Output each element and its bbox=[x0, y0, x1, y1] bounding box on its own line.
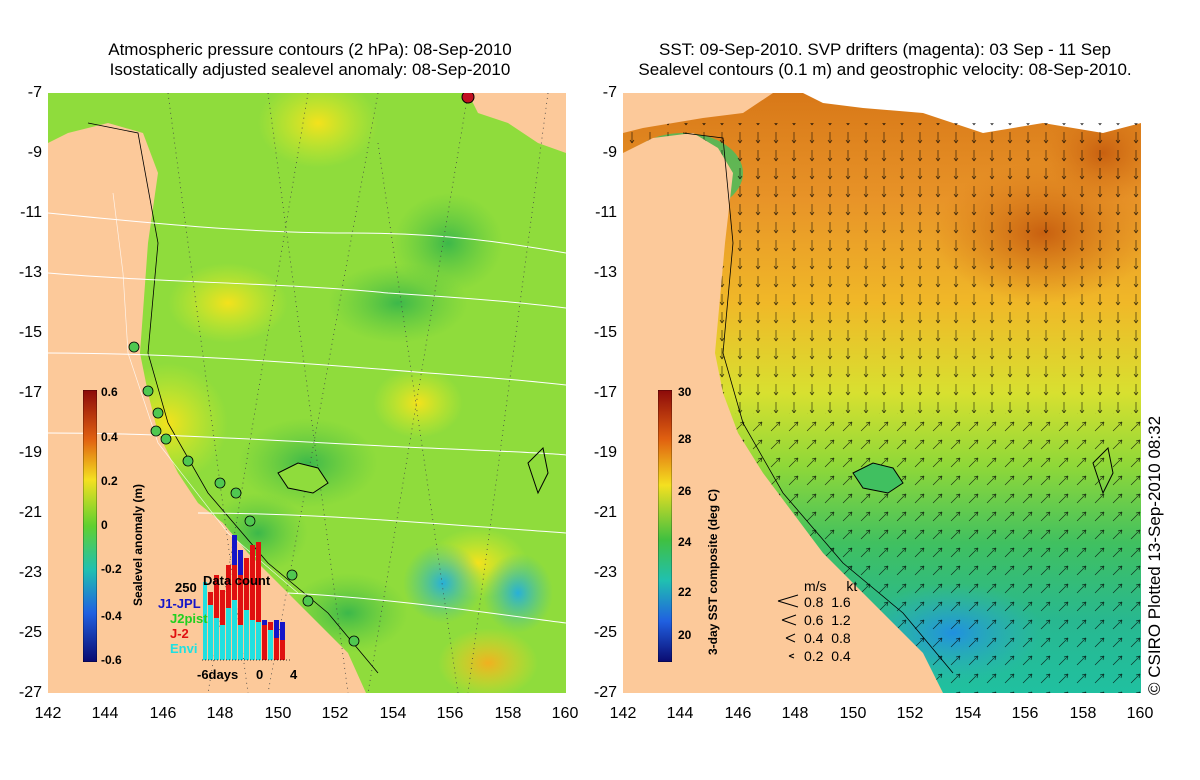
lat-label-left: -21 bbox=[18, 504, 42, 521]
left-map-title: Atmospheric pressure contours (2 hPa): 0… bbox=[50, 40, 570, 80]
sealevel-tick-0: 0.6 bbox=[101, 385, 118, 399]
sst-map bbox=[623, 93, 1141, 693]
sst-map-graphic bbox=[623, 93, 1141, 693]
lon-label-right: 160 bbox=[1126, 705, 1154, 722]
right-title-line1: SST: 09-Sep-2010. SVP drifters (magenta)… bbox=[658, 40, 1111, 59]
lon-label-left: 152 bbox=[321, 705, 349, 722]
lon-label-right: 142 bbox=[609, 705, 637, 722]
lon-label-right: 148 bbox=[781, 705, 809, 722]
lat-label-right: -9 bbox=[602, 144, 617, 161]
lat-label-right: -25 bbox=[593, 624, 617, 641]
sealevel-tick-6: -0.6 bbox=[101, 653, 122, 667]
left-title-line2: Isostatically adjusted sealevel anomaly:… bbox=[109, 60, 511, 79]
lat-label-left: -7 bbox=[27, 84, 42, 101]
sealevel-anomaly-map bbox=[48, 93, 566, 693]
lon-label-left: 158 bbox=[494, 705, 522, 722]
lon-label-right: 146 bbox=[724, 705, 752, 722]
lat-label-left: -11 bbox=[20, 204, 42, 221]
legend-j1-jpl: J1-JPL bbox=[158, 596, 201, 611]
velocity-unit-kt: kt bbox=[846, 578, 858, 594]
lat-label-right: -19 bbox=[593, 444, 617, 461]
velocity-ms-4: 0.2 bbox=[804, 648, 824, 664]
lat-label-left: -23 bbox=[18, 564, 42, 581]
histogram-tick-start: -6days bbox=[197, 667, 239, 682]
histogram-tick-end: 4 bbox=[290, 667, 298, 682]
sealevel-colorbar-label: Sealevel anomaly (m) bbox=[131, 483, 145, 606]
sst-tick-30: 30 bbox=[678, 385, 692, 399]
sealevel-tick-5: -0.4 bbox=[101, 609, 122, 623]
lon-label-left: 154 bbox=[379, 705, 407, 722]
right-title-line2: Sealevel contours (0.1 m) and geostrophi… bbox=[638, 60, 1132, 79]
data-count-value: 250 bbox=[175, 580, 197, 595]
right-map-title: SST: 09-Sep-2010. SVP drifters (magenta)… bbox=[590, 40, 1180, 80]
velocity-row-4: 0.2 0.4 bbox=[804, 648, 851, 664]
lon-label-right: 150 bbox=[839, 705, 867, 722]
lon-label-left: 160 bbox=[551, 705, 579, 722]
credit-text: © CSIRO Plotted 13-Sep-2010 08:32 bbox=[1145, 415, 1164, 695]
lon-label-left: 142 bbox=[34, 705, 62, 722]
sst-tick-28: 28 bbox=[678, 432, 692, 446]
velocity-arrow-samples bbox=[777, 594, 799, 659]
velocity-legend-header: m/s kt bbox=[804, 578, 857, 594]
lon-label-right: 144 bbox=[666, 705, 694, 722]
lon-label-right: 156 bbox=[1011, 705, 1039, 722]
sst-tick-24: 24 bbox=[678, 535, 692, 549]
legend-envi: Envi bbox=[170, 641, 198, 656]
lat-label-right: -27 bbox=[593, 684, 617, 701]
legend-j-2: J-2 bbox=[170, 626, 189, 641]
sst-colorbar-label: 3-day SST composite (deg C) bbox=[706, 488, 720, 655]
velocity-ms-2: 0.6 bbox=[804, 612, 824, 628]
sealevel-colorbar bbox=[83, 390, 97, 662]
lat-label-right: -11 bbox=[595, 204, 617, 221]
velocity-unit-ms: m/s bbox=[804, 578, 827, 594]
lat-label-right: -17 bbox=[593, 384, 617, 401]
velocity-kt-2: 1.2 bbox=[831, 612, 851, 628]
lat-label-left: -17 bbox=[18, 384, 42, 401]
sst-colorbar bbox=[658, 390, 672, 662]
lon-label-left: 146 bbox=[149, 705, 177, 722]
lat-label-left: -27 bbox=[18, 684, 42, 701]
velocity-kt-3: 0.8 bbox=[831, 630, 851, 646]
velocity-row-1: 0.8 1.6 bbox=[804, 594, 851, 610]
data-count-title: Data count bbox=[203, 573, 271, 588]
sealevel-anomaly-map-graphic bbox=[48, 93, 566, 693]
velocity-row-2: 0.6 1.2 bbox=[804, 612, 851, 628]
lat-label-left: -25 bbox=[18, 624, 42, 641]
velocity-ms-1: 0.8 bbox=[804, 594, 824, 610]
lat-label-right: -13 bbox=[593, 264, 617, 281]
lon-label-left: 150 bbox=[264, 705, 292, 722]
sealevel-tick-2: 0.2 bbox=[101, 474, 118, 488]
lat-label-right: -7 bbox=[602, 84, 617, 101]
sealevel-tick-4: -0.2 bbox=[101, 562, 122, 576]
lon-label-right: 154 bbox=[954, 705, 982, 722]
sealevel-tick-3: 0 bbox=[101, 518, 108, 532]
velocity-kt-1: 1.6 bbox=[831, 594, 851, 610]
lat-label-left: -15 bbox=[18, 324, 42, 341]
legend-j2pist: J2pist bbox=[170, 611, 208, 626]
sst-tick-20: 20 bbox=[678, 628, 692, 642]
velocity-kt-4: 0.4 bbox=[831, 648, 851, 664]
lon-label-left: 148 bbox=[206, 705, 234, 722]
sealevel-tick-1: 0.4 bbox=[101, 430, 118, 444]
sst-tick-26: 26 bbox=[678, 484, 692, 498]
lon-label-right: 152 bbox=[896, 705, 924, 722]
lat-label-right: -15 bbox=[593, 324, 617, 341]
lat-label-right: -21 bbox=[593, 504, 617, 521]
lat-label-left: -9 bbox=[27, 144, 42, 161]
data-count-histogram bbox=[202, 535, 292, 661]
velocity-ms-3: 0.4 bbox=[804, 630, 824, 646]
lon-label-right: 158 bbox=[1069, 705, 1097, 722]
velocity-row-3: 0.4 0.8 bbox=[804, 630, 851, 646]
lon-label-left: 156 bbox=[436, 705, 464, 722]
left-title-line1: Atmospheric pressure contours (2 hPa): 0… bbox=[108, 40, 512, 59]
lat-label-left: -13 bbox=[18, 264, 42, 281]
lat-label-left: -19 bbox=[18, 444, 42, 461]
lat-label-right: -23 bbox=[593, 564, 617, 581]
sst-tick-22: 22 bbox=[678, 585, 692, 599]
histogram-tick-zero: 0 bbox=[256, 667, 264, 682]
lon-label-left: 144 bbox=[91, 705, 119, 722]
